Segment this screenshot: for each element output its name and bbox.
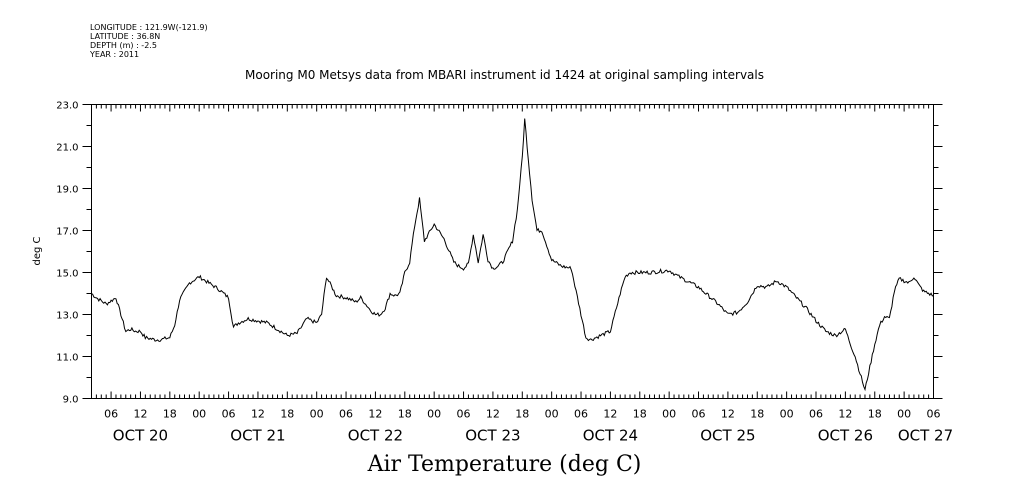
x-axis-label: Air Temperature (deg C) [367,452,642,477]
x-tick-label: 18 [163,408,177,421]
y-axis: 9.0 11.0 13.0 15.0 17.0 19.0 21.0 23.0 [56,101,943,406]
y-tick-label: 15.0 [56,269,78,280]
x-tick-label: 12 [368,408,382,421]
y-tick-label: 23.0 [56,101,78,112]
x-tick-label: 06 [339,408,353,421]
x-axis: 06 12 18 00 06 12 18 00 06 12 18 00 06 12 18 00 06 12 18 00… [91,104,953,445]
x-tick-label: 06 [574,408,588,421]
x-day-label: OCT 21 [230,427,285,445]
x-tick-label: 00 [545,408,559,421]
chart-title: Mooring M0 Metsys data from MBARI instru… [245,68,764,82]
longitude-label: LONGITUDE : 121.9W(-121.9) [90,23,208,32]
x-tick-label: 00 [662,408,676,421]
y-axis-label: deg C [32,236,43,265]
x-day-label: OCT 23 [465,427,520,445]
x-tick-label: 18 [750,408,764,421]
metadata-block: LONGITUDE : 121.9W(-121.9) LATITUDE : 36… [90,23,208,59]
depth-label: DEPTH (m) : -2.5 [90,41,157,50]
x-tick-label: 18 [280,408,294,421]
x-tick-label: 18 [868,408,882,421]
y-tick-label: 19.0 [56,185,78,196]
x-day-label: OCT 27 [898,427,953,445]
year-label: YEAR : 2011 [90,50,140,59]
x-day-label: OCT 22 [348,427,403,445]
x-day-label: OCT 24 [583,427,638,445]
y-tick-label: 13.0 [56,311,78,322]
x-tick-label: 12 [838,408,852,421]
latitude-label: LATITUDE : 36.8N [90,32,161,41]
plot-frame [91,104,934,399]
x-day-label: OCT 25 [700,427,755,445]
x-day-label: OCT 20 [113,427,168,445]
series-line-air-temperature [91,118,934,392]
x-tick-label: 12 [133,408,147,421]
x-tick-label: 18 [515,408,529,421]
y-tick-label: 17.0 [56,227,78,238]
x-tick-label: 06 [927,408,941,421]
x-tick-label: 18 [398,408,412,421]
x-tick-label: 00 [310,408,324,421]
y-tick-label: 21.0 [56,143,78,154]
x-tick-label: 00 [427,408,441,421]
x-tick-label: 06 [222,408,236,421]
y-tick-label: 9.0 [63,395,79,406]
x-day-label: OCT 26 [818,427,873,445]
x-tick-label: 12 [721,408,735,421]
x-tick-label: 00 [897,408,911,421]
y-tick-label: 11.0 [56,353,78,364]
x-tick-label: 00 [192,408,206,421]
x-tick-label: 12 [486,408,500,421]
x-tick-label: 06 [104,408,118,421]
x-tick-label: 06 [809,408,823,421]
x-tick-label: 06 [457,408,471,421]
x-tick-label: 18 [633,408,647,421]
x-tick-label: 12 [251,408,265,421]
x-tick-label: 12 [603,408,617,421]
x-tick-label: 06 [692,408,706,421]
x-tick-label: 00 [780,408,794,421]
